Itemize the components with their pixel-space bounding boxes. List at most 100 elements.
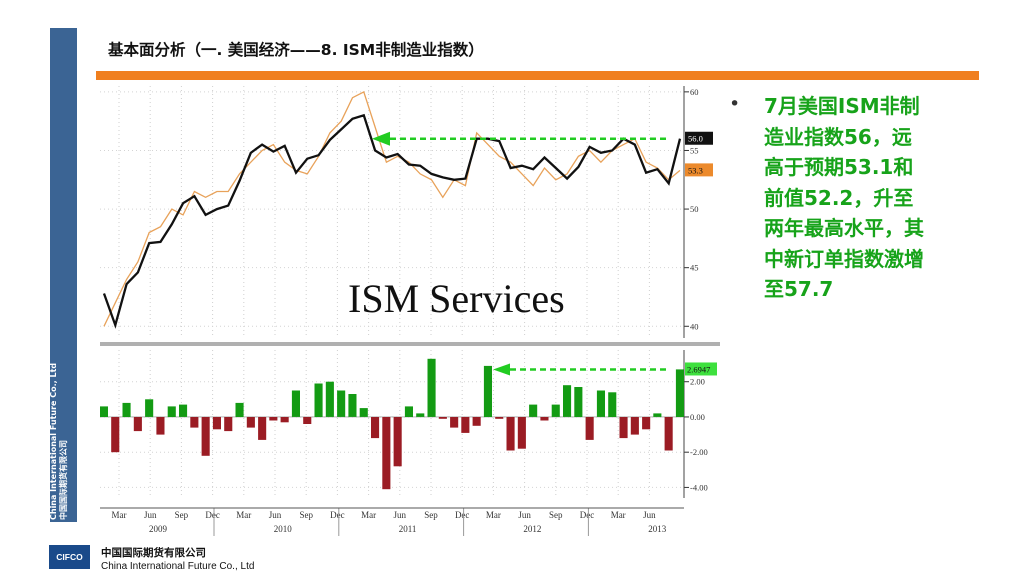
y-tick-label-top: 50 [690,204,699,214]
x-month-label: Jun [269,510,282,520]
bar [246,417,255,428]
x-month-label: Mar [486,510,501,520]
x-month-label: Dec [330,510,345,520]
footer-company-cn: 中国国际期货有限公司 [101,547,206,559]
last-value-label-black: 56.0 [688,134,703,144]
x-month-label: Mar [112,510,127,520]
bar [291,390,300,417]
x-month-label: Mar [236,510,251,520]
ism-chart-svg: Mar Jun Sep Dec Mar Jun Sep Dec Mar Jun Sep Dec Mar J… [99,84,720,536]
bottom-arrow-head [493,363,510,376]
bar [664,417,673,451]
bar [461,417,470,433]
bar [314,383,323,417]
bar [371,417,380,439]
bar [427,358,436,417]
bar [472,417,481,426]
sidebar-company-en: China International Future Co., Ltd [49,362,58,520]
bar [642,417,651,430]
bar [111,417,120,453]
x-month-label: Jun [394,510,407,520]
x-year-label: 2009 [149,524,168,534]
last-value-box-black [685,131,713,145]
x-month-label: Dec [205,510,220,520]
bar [483,365,492,417]
bar [167,406,176,417]
bar [574,387,583,417]
bar [156,417,165,435]
slide-title: 基本面分析（一. 美国经济——8. ISM非制造业指数） [108,41,484,59]
last-value-label-orange: 53.3 [688,165,703,175]
bar [495,417,504,419]
bar [122,402,131,417]
x-month-label: Dec [580,510,595,520]
bar [517,417,526,449]
panel-separator [100,342,720,346]
x-year-label: 2012 [523,524,541,534]
x-month-label: Sep [175,510,189,520]
bar [675,369,684,417]
bar [506,417,515,451]
expectations-line [103,90,681,327]
bar [133,417,142,432]
y-tick-label-bottom: 2.00 [690,377,705,387]
x-year-label: 2011 [399,524,417,534]
bar [179,404,188,417]
footer-company-en: China International Future Co., Ltd [101,561,255,572]
x-year-label: 2010 [274,524,293,534]
bar [337,390,346,417]
x-month-label: Sep [549,510,563,520]
bar [596,390,605,417]
last-bar-value-box [685,362,717,376]
bar [280,417,289,423]
bullet-mark: • [729,93,741,115]
bar [235,402,244,417]
last-value-box-orange [685,163,713,177]
bar [190,417,199,428]
bar [212,417,221,430]
y-tick-label-bottom: -4.00 [690,482,708,492]
bar [653,413,662,417]
bar [224,417,233,432]
bar [201,417,210,456]
y-tick-label-bottom: -2.00 [690,447,708,457]
title-underline-bar [96,71,979,80]
top-arrow-head [372,131,390,146]
bar [608,392,617,417]
y-tick-label-top: 40 [690,321,699,331]
summary-text: 7月美国ISM非制造业指数56，远高于预期53.1和前值52.2，升至两年最高水… [764,94,924,301]
x-month-label: Sep [424,510,438,520]
sidebar-band [50,28,77,522]
bar [393,417,402,467]
bar [145,399,154,417]
bar [438,417,447,419]
bar [630,417,639,435]
x-month-label: Jun [144,510,157,520]
ism-services-line [102,113,682,329]
sidebar-company-cn: 中国国际期货有限公司 [59,440,68,520]
ism-chart: Mar Jun Sep Dec Mar Jun Sep Dec Mar Jun Sep Dec Mar J… [99,80,720,538]
x-month-label: Sep [299,510,313,520]
bar [619,417,628,439]
sidebar-company-text: China International Future Co., Ltd 中国国际… [49,330,69,520]
y-tick-label-top: 60 [690,87,699,97]
y-tick-label-top: 45 [690,263,699,273]
bar [382,417,391,490]
chart-title: ISM Services [348,276,565,321]
bar [450,417,459,428]
x-month-label: Jun [643,510,656,520]
bar [404,406,413,417]
bar [99,406,108,417]
bar [551,404,560,417]
x-month-label: Mar [361,510,376,520]
cifco-logo: CIFCO [49,545,90,569]
bar [359,408,368,417]
bar [416,413,425,417]
bar [325,381,334,417]
x-year-label: 2013 [648,524,667,534]
bar [348,394,357,417]
bar [540,417,549,421]
bar [563,385,572,417]
bar [269,417,278,421]
x-month-label: Jun [518,510,531,520]
